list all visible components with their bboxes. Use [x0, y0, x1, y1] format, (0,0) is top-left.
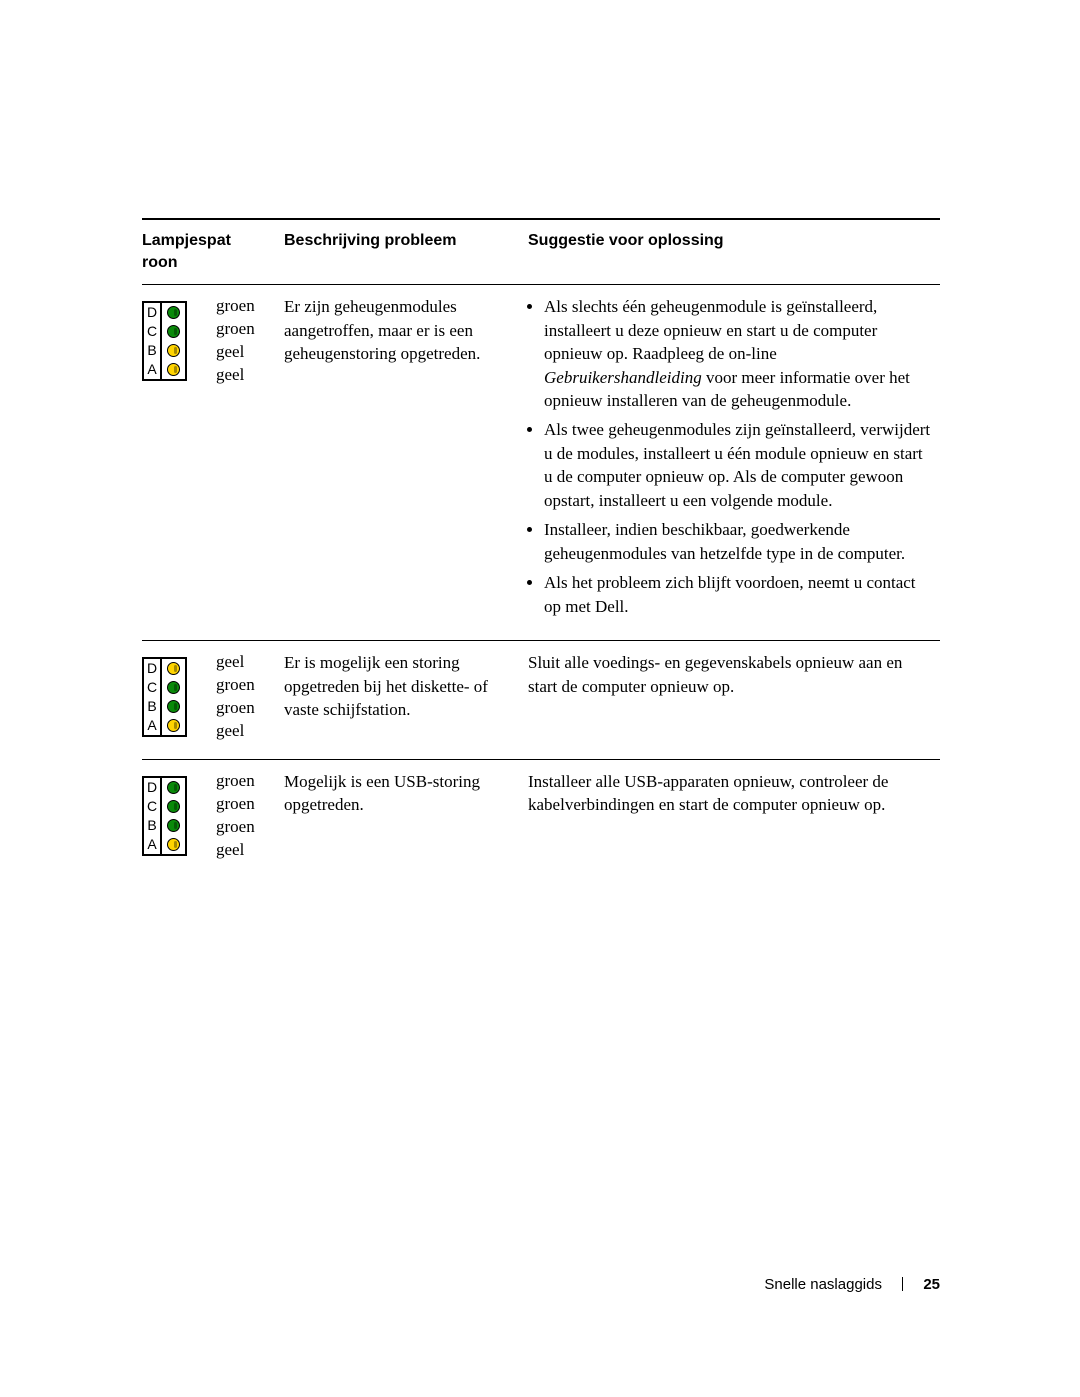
led-letter: B: [144, 341, 160, 360]
diagnostics-table: Lampjespat roon Beschrijving probleem Su…: [142, 218, 940, 878]
suggestion-cell: Als slechts één geheugenmodule is geïnst…: [528, 285, 940, 641]
led-letter: B: [144, 816, 160, 835]
table-body: DCBAgroengroengeelgeelEr zijn geheugenmo…: [142, 285, 940, 878]
header-pattern: Lampjespat roon: [142, 219, 284, 285]
led-color-label: geel: [216, 839, 276, 862]
led-letter: B: [144, 697, 160, 716]
led-color-label: groen: [216, 318, 276, 341]
header-description: Beschrijving probleem: [284, 219, 528, 285]
led-letter: D: [144, 303, 160, 322]
table-row: DCBAgroengroengroengeelMogelijk is een U…: [142, 759, 940, 877]
led-letter: C: [144, 322, 160, 341]
led-color-label: groen: [216, 697, 276, 720]
led-labels-cell: geelgroengroengeel: [216, 641, 284, 760]
page-footer: Snelle naslaggids 25: [764, 1276, 940, 1293]
footer-page-number: 25: [923, 1276, 940, 1293]
led-indicator-icon: [167, 681, 180, 694]
led-pattern-cell: DCBA: [142, 759, 216, 877]
led-letter: D: [144, 659, 160, 678]
led-indicator-icon: [167, 719, 180, 732]
led-pattern-cell: DCBA: [142, 285, 216, 641]
problem-description: Er is mogelijk een storing opgetreden bi…: [284, 641, 528, 760]
document-page: Lampjespat roon Beschrijving probleem Su…: [0, 0, 1080, 1397]
suggestion-cell: Sluit alle voedings- en gegevenskabels o…: [528, 641, 940, 760]
table-header-row: Lampjespat roon Beschrijving probleem Su…: [142, 219, 940, 285]
led-pattern-cell: DCBA: [142, 641, 216, 760]
led-panel-icon: DCBA: [142, 776, 187, 856]
problem-description: Er zijn geheugenmodules aangetroffen, ma…: [284, 285, 528, 641]
suggestion-cell: Installeer alle USB-apparaten opnieuw, c…: [528, 759, 940, 877]
led-indicator-icon: [167, 306, 180, 319]
suggestion-item: Als het probleem zich blijft voordoen, n…: [544, 571, 932, 618]
led-panel-icon: DCBA: [142, 657, 187, 737]
footer-separator: [902, 1277, 903, 1291]
led-color-label: geel: [216, 720, 276, 743]
led-indicator-icon: [167, 819, 180, 832]
led-indicator-icon: [167, 363, 180, 376]
led-color-label: groen: [216, 816, 276, 839]
led-color-label: geel: [216, 341, 276, 364]
led-color-label: groen: [216, 793, 276, 816]
led-panel-icon: DCBA: [142, 301, 187, 381]
led-indicator-icon: [167, 344, 180, 357]
led-color-label: groen: [216, 770, 276, 793]
led-letter: A: [144, 716, 160, 735]
led-letter: C: [144, 797, 160, 816]
led-indicator-icon: [167, 325, 180, 338]
led-labels-cell: groengroengeelgeel: [216, 285, 284, 641]
led-color-label: geel: [216, 364, 276, 387]
led-labels-cell: groengroengroengeel: [216, 759, 284, 877]
suggestion-item: Installeer, indien beschikbaar, goedwerk…: [544, 518, 932, 565]
led-indicator-icon: [167, 838, 180, 851]
footer-title: Snelle naslaggids: [764, 1276, 882, 1293]
led-indicator-icon: [167, 700, 180, 713]
led-indicator-icon: [167, 781, 180, 794]
suggestion-item: Als slechts één geheugenmodule is geïnst…: [544, 295, 932, 412]
table-row: DCBAgroengroengeelgeelEr zijn geheugenmo…: [142, 285, 940, 641]
led-color-label: groen: [216, 674, 276, 697]
led-indicator-icon: [167, 800, 180, 813]
led-color-label: groen: [216, 295, 276, 318]
led-letter: A: [144, 360, 160, 379]
led-letter: C: [144, 678, 160, 697]
led-letter: D: [144, 778, 160, 797]
led-indicator-icon: [167, 662, 180, 675]
header-suggestion: Suggestie voor oplossing: [528, 219, 940, 285]
led-color-label: geel: [216, 651, 276, 674]
table-row: DCBAgeelgroengroengeelEr is mogelijk een…: [142, 641, 940, 760]
suggestion-item: Als twee geheugenmodules zijn geïnstalle…: [544, 418, 932, 512]
problem-description: Mogelijk is een USB-storing opgetreden.: [284, 759, 528, 877]
led-letter: A: [144, 835, 160, 854]
